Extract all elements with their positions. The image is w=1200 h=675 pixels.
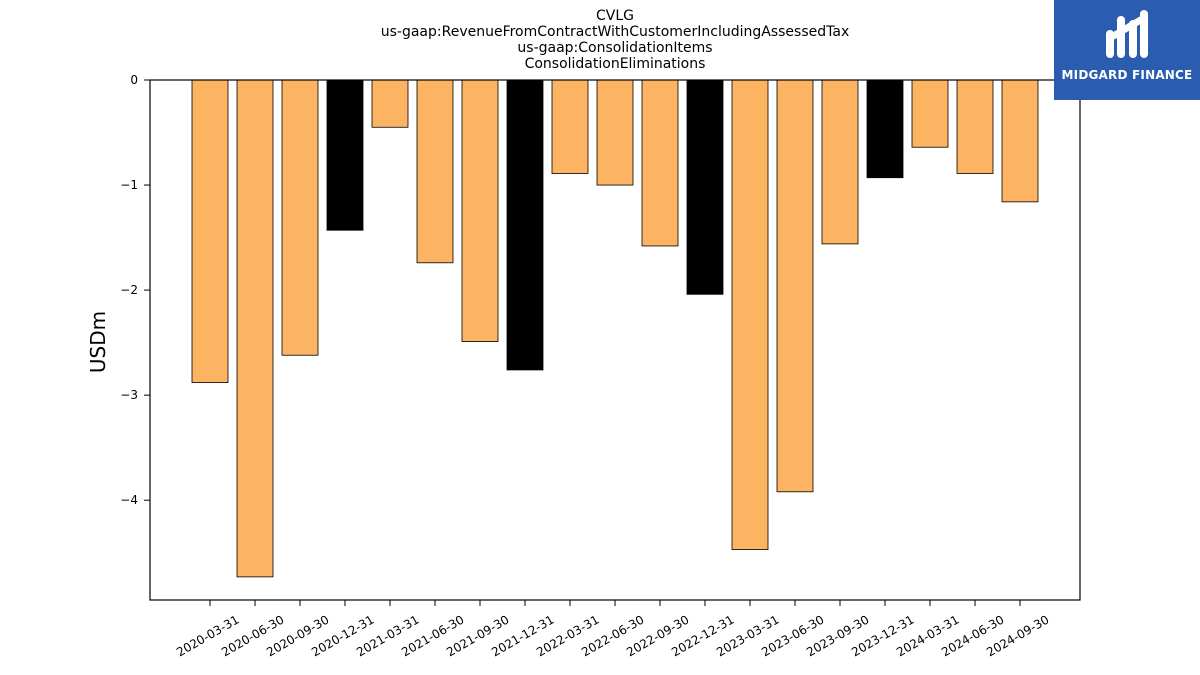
bar-2020-09-30 [281,79,319,356]
bar-2023-12-31 [866,79,904,179]
bar-2020-03-31 [191,79,229,383]
y-tick-label: −3 [120,388,138,402]
chart-title-line: ConsolidationEliminations [525,56,706,72]
bar-2023-03-31 [731,79,769,550]
bar-2024-09-30 [1001,79,1039,203]
y-axis: 0 −1 −2 −3 −4 [120,73,150,507]
bar-2023-06-30 [776,79,814,493]
chart-title-line: us-gaap:ConsolidationItems [517,40,712,56]
bars [191,79,1039,578]
plot-frame [149,79,1081,601]
x-axis: 2020-03-312020-06-302020-09-302020-12-31… [174,600,1052,659]
bar-2021-03-31 [371,79,409,128]
bar-2023-09-30 [821,79,859,245]
bar-2020-12-31 [326,79,364,231]
y-tick-label: 0 [130,73,138,87]
bar-2022-09-30 [641,79,679,247]
bar-2022-12-31 [686,79,724,295]
bar-2022-06-30 [596,79,634,186]
bar-2020-06-30 [236,79,274,578]
chart-title-line: CVLG [596,8,634,24]
logo-text: MIDGARD FINANCE [1061,68,1193,82]
bar-2024-03-31 [911,79,949,148]
bar-2021-09-30 [461,79,499,342]
bar-2021-12-31 [506,79,544,371]
midgard-finance-logo: MIDGARD FINANCE [1054,0,1200,100]
bar-2021-06-30 [416,79,454,264]
bar-2024-06-30 [956,79,994,174]
chart-title-line: us-gaap:RevenueFromContractWithCustomerI… [381,24,850,40]
bar-2022-03-31 [551,79,589,174]
y-tick-label: −4 [120,493,138,507]
y-tick-label: −1 [120,178,138,192]
y-axis-label: USDm [86,311,110,373]
chart-title: CVLGus-gaap:RevenueFromContractWithCusto… [381,8,850,72]
y-tick-label: −2 [120,283,138,297]
logo-mark-icon [1106,10,1148,58]
